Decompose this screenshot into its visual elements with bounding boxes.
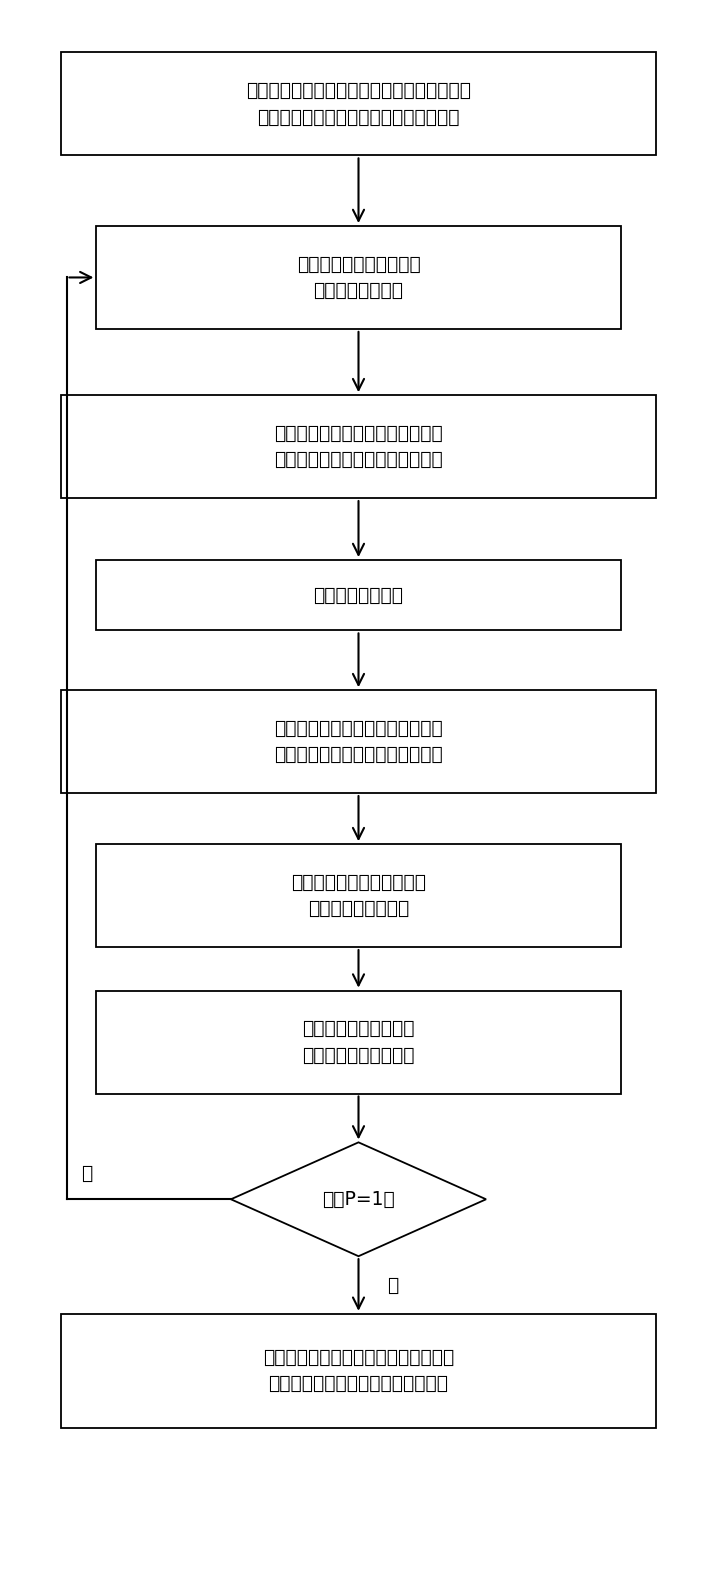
- Text: 对混合高斯白噪声的高阶多项式相位信号进行
均匀采样，得到高阶多项式相位信号序列: 对混合高斯白噪声的高阶多项式相位信号进行 均匀采样，得到高阶多项式相位信号序列: [246, 82, 471, 127]
- Text: 否: 否: [81, 1163, 92, 1184]
- Text: 对相位信号序列进行解
调，得到降阶解调序列: 对相位信号序列进行解 调，得到降阶解调序列: [303, 1019, 414, 1064]
- FancyBboxPatch shape: [61, 52, 656, 155]
- FancyBboxPatch shape: [61, 1314, 656, 1427]
- Polygon shape: [231, 1143, 486, 1256]
- FancyBboxPatch shape: [61, 691, 656, 793]
- Text: 更新降阶信号序列，得到一阶相位信号
序列，并计算一阶参数估计量并输出: 更新降阶信号序列，得到一阶相位信号 序列，并计算一阶参数估计量并输出: [263, 1349, 454, 1394]
- FancyBboxPatch shape: [96, 226, 621, 330]
- Text: 是: 是: [387, 1275, 398, 1294]
- Text: 计算相位信号序列中待估计
参数的估计量并输出: 计算相位信号序列中待估计 参数的估计量并输出: [291, 873, 426, 918]
- FancyBboxPatch shape: [96, 560, 621, 631]
- Text: 构造高阶多项式相位信号
序列的降阶核函数: 构造高阶多项式相位信号 序列的降阶核函数: [297, 254, 420, 300]
- Text: 对降阶信号序列进行快速傅立叶变
换，得到降阶信号序列的频域函数: 对降阶信号序列进行快速傅立叶变 换，得到降阶信号序列的频域函数: [274, 719, 443, 765]
- Text: 计算降阶信号序列: 计算降阶信号序列: [313, 586, 404, 604]
- FancyBboxPatch shape: [61, 396, 656, 498]
- Text: 阶数P=1？: 阶数P=1？: [322, 1190, 395, 1209]
- Text: 对相位信号序列进行样条插值，得
到相位信号序列的非一致间隔序列: 对相位信号序列进行样条插值，得 到相位信号序列的非一致间隔序列: [274, 424, 443, 469]
- FancyBboxPatch shape: [96, 991, 621, 1094]
- FancyBboxPatch shape: [96, 845, 621, 947]
